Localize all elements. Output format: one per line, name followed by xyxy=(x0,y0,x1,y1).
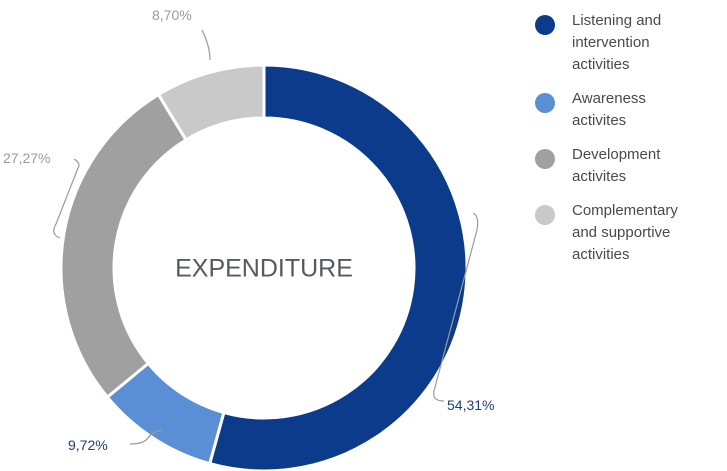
donut-slice-3 xyxy=(61,95,186,398)
center-label: EXPENDITURE xyxy=(175,255,353,283)
legend-swatch-icon xyxy=(535,93,555,113)
legend-label: Development activites xyxy=(572,144,722,188)
slice-label-4: 8,70% xyxy=(152,7,192,23)
slice-label-2: 9,72% xyxy=(68,437,108,453)
legend: Listening and intervention activities Awa… xyxy=(532,10,722,278)
leader-line-4 xyxy=(202,30,210,60)
legend-item-2: Awareness activites xyxy=(532,88,722,132)
legend-item-3: Development activites xyxy=(532,144,722,188)
legend-swatch-icon xyxy=(535,205,555,225)
legend-item-4: Complementary and supportive activities xyxy=(532,200,722,266)
legend-label: Awareness activites xyxy=(572,88,722,132)
legend-label: Listening and intervention activities xyxy=(572,10,722,76)
slice-label-1: 54,31% xyxy=(447,397,494,413)
legend-item-1: Listening and intervention activities xyxy=(532,10,722,76)
legend-swatch-icon xyxy=(535,15,555,35)
legend-label: Complementary and supportive activities xyxy=(572,200,722,266)
legend-swatch-icon xyxy=(535,149,555,169)
slice-label-3: 27,27% xyxy=(3,150,50,166)
